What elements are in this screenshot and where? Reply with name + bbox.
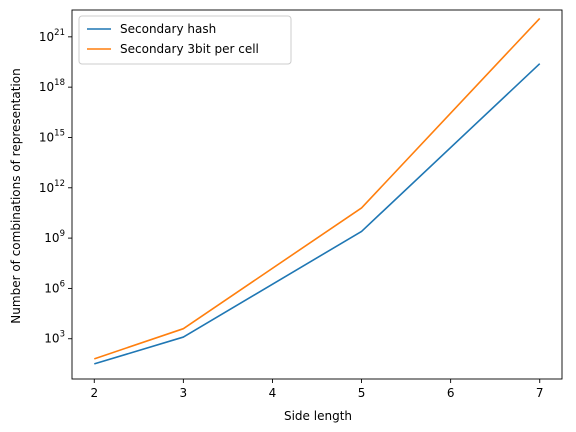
y-tick-label: 109: [44, 229, 65, 245]
y-tick-label: 1018: [39, 78, 65, 94]
y-axis-label: Number of combinations of representation: [9, 68, 23, 323]
legend: Secondary hash Secondary 3bit per cell: [78, 15, 292, 65]
x-tick-label: 6: [447, 386, 455, 400]
x-tick-label: 5: [358, 386, 366, 400]
plot-lines: [94, 17, 541, 365]
series-line-2: [94, 17, 541, 360]
y-tick-label: 103: [44, 330, 65, 346]
series-line-1: [94, 63, 541, 365]
legend-label-2: Secondary 3bit per cell: [120, 42, 259, 56]
y-tick-label: 1012: [39, 179, 65, 195]
plot-frame: [71, 9, 563, 380]
legend-box: [78, 15, 292, 65]
x-tick-label: 4: [269, 386, 277, 400]
y-tick-label: 1021: [39, 28, 65, 44]
x-tick-label: 7: [536, 386, 544, 400]
legend-label-1: Secondary hash: [120, 22, 216, 36]
axes: [71, 9, 563, 380]
y-tick-label: 106: [44, 279, 65, 295]
x-axis-label: Side length: [284, 409, 352, 423]
x-tick-label: 2: [90, 386, 98, 400]
x-tick-label: 3: [180, 386, 188, 400]
ticks: 2 3 4 5 6 7 103 106 109 1012 1015 1018 1021: [39, 28, 544, 400]
y-tick-label: 1015: [39, 128, 65, 144]
